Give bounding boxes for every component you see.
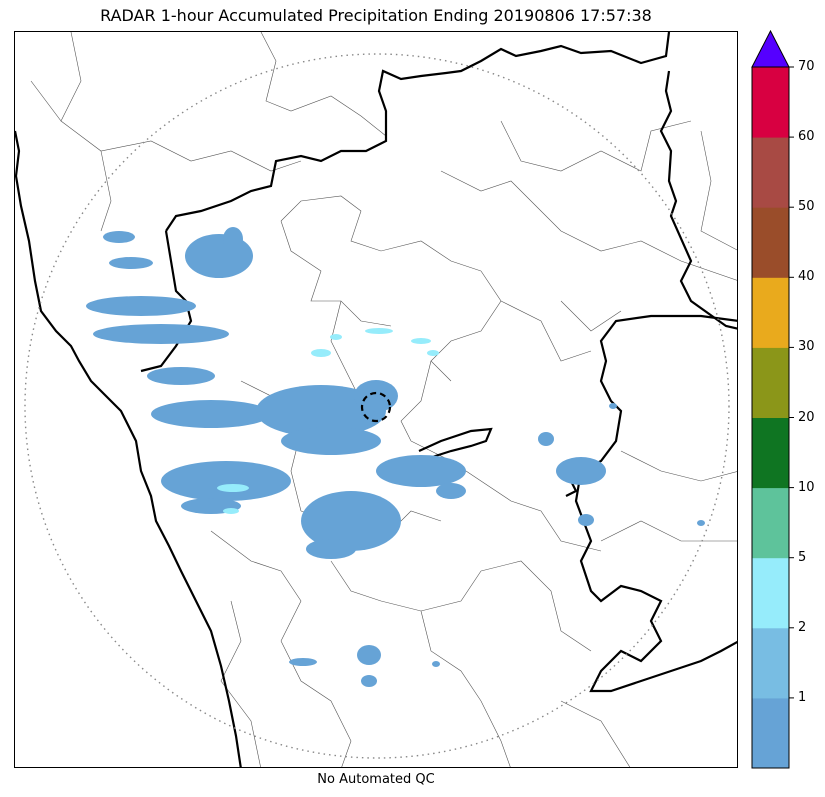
qc-note: No Automated QC [317, 772, 435, 787]
colorbar-segment [752, 697, 789, 769]
colorbar-segment [752, 347, 789, 418]
colorbar-graphic [751, 29, 794, 769]
map-canvas [15, 32, 737, 767]
light-echoes [217, 328, 439, 514]
colorbar-tick-label: 1 [798, 689, 807, 705]
colorbar-tick-label: 2 [798, 619, 807, 635]
coastline [15, 130, 242, 767]
precipitation-echoes [86, 227, 705, 687]
colorbar-extend-arrow [751, 29, 790, 68]
colorbar-segment [752, 487, 789, 559]
colorbar-tick-label: 10 [798, 479, 815, 495]
colorbar-segment [752, 137, 789, 208]
radar-range-ring [24, 53, 730, 759]
colorbar-segment [752, 277, 789, 348]
colorbar-tick-label: 50 [798, 199, 815, 215]
colorbar-segment [752, 417, 789, 489]
colorbar [751, 29, 794, 769]
colorbar-tick-label: 40 [798, 269, 815, 285]
state-boundaries [15, 32, 737, 767]
colorbar-tick-label: 70 [798, 59, 815, 74]
radar-site-marker [360, 391, 392, 423]
colorbar-tick-label: 60 [798, 129, 815, 145]
colorbar-tick-label: 20 [798, 409, 815, 425]
colorbar-segment [752, 207, 789, 278]
radar-map[interactable] [14, 31, 738, 768]
colorbar-segment [752, 627, 789, 699]
colorbar-tick-label: 30 [798, 339, 815, 355]
map-title: RADAR 1-hour Accumulated Precipitation E… [100, 6, 652, 25]
colorbar-segment [752, 67, 789, 138]
colorbar-segment [752, 557, 789, 629]
colorbar-tick-label: 5 [798, 549, 807, 565]
